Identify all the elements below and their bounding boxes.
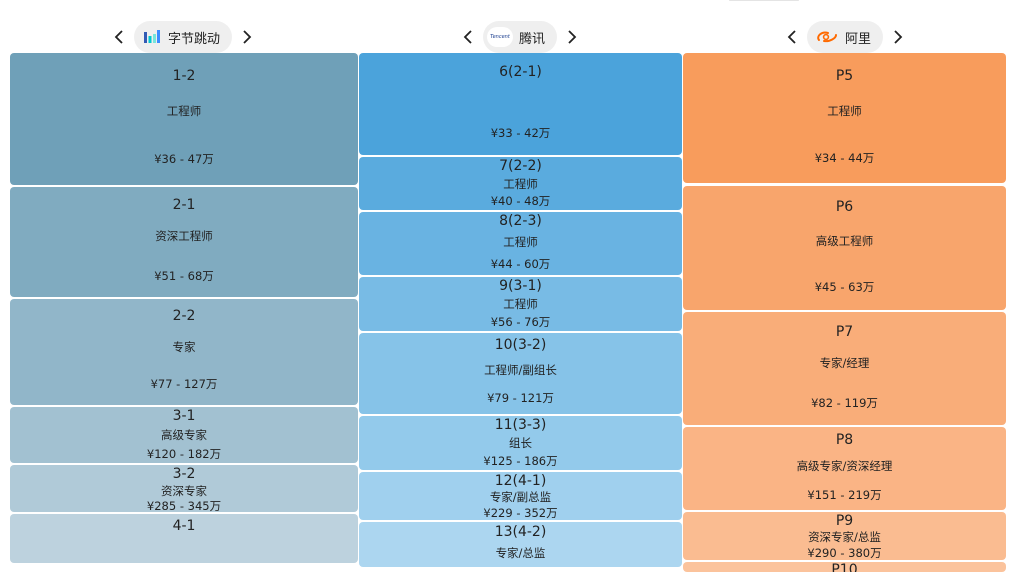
- chevron-left-icon: [463, 30, 472, 44]
- level-code: 1-2: [172, 68, 196, 84]
- level-title: 高级工程师: [815, 234, 874, 248]
- prev-company-button[interactable]: [457, 21, 479, 53]
- level-code: 7(2-2): [499, 158, 542, 174]
- level-code: 2-1: [172, 197, 196, 213]
- top-scroll-sliver: [729, 0, 799, 1]
- level-title: 高级专家: [161, 428, 207, 442]
- next-company-button[interactable]: [561, 21, 583, 53]
- level-card[interactable]: P6 高级工程师 ¥45 - 63万: [683, 186, 1006, 310]
- level-code: 3-1: [172, 408, 196, 424]
- level-code: 11(3-3): [494, 417, 547, 433]
- salary-range: ¥229 - 352万: [483, 506, 558, 520]
- chevron-right-icon: [243, 30, 252, 44]
- level-card[interactable]: 12(4-1) 专家/副总监 ¥229 - 352万: [359, 472, 682, 520]
- company-switcher-tencent: Tencent 腾讯: [457, 21, 583, 53]
- level-title: 工程师: [503, 235, 538, 249]
- level-title: 资深专家: [161, 484, 207, 498]
- alibaba-logo-icon: [815, 27, 839, 47]
- company-switcher-bytedance: 字节跳动: [108, 21, 258, 53]
- level-card[interactable]: 13(4-2) 专家/总监: [359, 522, 682, 567]
- level-title: 高级专家/资深经理: [796, 459, 893, 473]
- salary-range: ¥285 - 345万: [146, 499, 222, 512]
- salary-range: ¥51 - 68万: [154, 269, 214, 283]
- level-card[interactable]: P9 资深专家/总监 ¥290 - 380万: [683, 512, 1006, 560]
- chevron-right-icon: [894, 30, 903, 44]
- salary-range: ¥151 - 219万: [807, 488, 882, 502]
- level-code: P9: [835, 513, 854, 529]
- salary-range: ¥44 - 60万: [490, 257, 551, 271]
- salary-range: ¥79 - 121万: [487, 391, 554, 405]
- salary-range: ¥33 - 42万: [490, 126, 551, 140]
- level-title: 工程师: [166, 104, 202, 118]
- level-title: 专家/经理: [819, 356, 870, 370]
- company-switcher-alibaba: 阿里: [781, 21, 909, 53]
- level-card[interactable]: 7(2-2) 工程师 ¥40 - 48万: [359, 157, 682, 210]
- chevron-right-icon: [568, 30, 577, 44]
- salary-range: ¥82 - 119万: [811, 396, 878, 410]
- level-code: P10: [831, 562, 858, 572]
- level-card[interactable]: P8 高级专家/资深经理 ¥151 - 219万: [683, 427, 1006, 510]
- level-card[interactable]: 8(2-3) 工程师 ¥44 - 60万: [359, 212, 682, 275]
- level-title: 专家/副总监: [489, 490, 552, 504]
- prev-company-button[interactable]: [781, 21, 803, 53]
- level-title: 工程师: [503, 177, 538, 191]
- level-code: 13(4-2): [494, 524, 547, 540]
- salary-range: ¥290 - 380万: [807, 546, 882, 560]
- company-pill-alibaba[interactable]: 阿里: [807, 21, 884, 53]
- level-title: 资深专家/总监: [808, 530, 881, 544]
- level-card[interactable]: 10(3-2) 工程师/副组长 ¥79 - 121万: [359, 333, 682, 414]
- level-code: P5: [835, 68, 854, 84]
- salary-range: ¥45 - 63万: [814, 280, 875, 294]
- level-title: 专家: [172, 340, 196, 354]
- salary-range: ¥34 - 44万: [814, 151, 875, 165]
- level-code: 12(4-1): [494, 473, 547, 489]
- company-name: 阿里: [845, 31, 872, 47]
- level-card[interactable]: P5 工程师 ¥34 - 44万: [683, 53, 1006, 183]
- salary-range: ¥125 - 186万: [483, 454, 558, 468]
- level-title: 组长: [509, 436, 532, 450]
- level-title: 工程师: [503, 297, 538, 311]
- level-code: 2-2: [172, 308, 196, 324]
- company-pill-tencent[interactable]: Tencent 腾讯: [483, 21, 558, 53]
- level-card[interactable]: 9(3-1) 工程师 ¥56 - 76万: [359, 277, 682, 331]
- level-card[interactable]: 6(2-1) ¥33 - 42万: [359, 53, 682, 155]
- level-code: 6(2-1): [499, 64, 542, 80]
- level-card[interactable]: 4-1: [10, 514, 358, 563]
- level-title: 专家/总监: [495, 546, 546, 560]
- level-code: 8(2-3): [499, 213, 542, 229]
- level-card[interactable]: 11(3-3) 组长 ¥125 - 186万: [359, 416, 682, 470]
- salary-range: ¥40 - 48万: [490, 194, 551, 208]
- chevron-left-icon: [114, 30, 123, 44]
- level-card[interactable]: 2-2 专家 ¥77 - 127万: [10, 299, 358, 405]
- level-code: P8: [835, 432, 854, 448]
- level-card[interactable]: P10: [683, 562, 1006, 572]
- salary-range: ¥56 - 76万: [490, 315, 551, 329]
- level-card[interactable]: 2-1 资深工程师 ¥51 - 68万: [10, 187, 358, 297]
- level-code: 9(3-1): [499, 278, 542, 294]
- level-code: P6: [835, 199, 854, 215]
- level-code: 4-1: [172, 518, 196, 534]
- bytedance-logo-icon: [142, 27, 162, 47]
- level-card[interactable]: 3-2 资深专家 ¥285 - 345万: [10, 465, 358, 512]
- next-company-button[interactable]: [236, 21, 258, 53]
- level-code: P7: [835, 324, 854, 340]
- prev-company-button[interactable]: [108, 21, 130, 53]
- salary-range: ¥77 - 127万: [150, 377, 218, 391]
- salary-range: ¥120 - 182万: [146, 447, 222, 461]
- tencent-logo-icon: Tencent: [487, 27, 513, 47]
- company-name: 腾讯: [519, 31, 546, 47]
- salary-range: ¥36 - 47万: [154, 152, 214, 166]
- level-code: 10(3-2): [494, 337, 547, 353]
- level-card[interactable]: P7 专家/经理 ¥82 - 119万: [683, 312, 1006, 425]
- level-title: 工程师: [827, 104, 862, 118]
- level-card[interactable]: 1-2 工程师 ¥36 - 47万: [10, 53, 358, 185]
- level-title: 资深工程师: [155, 229, 213, 243]
- level-code: 3-2: [172, 466, 196, 482]
- level-card[interactable]: 3-1 高级专家 ¥120 - 182万: [10, 407, 358, 463]
- company-name: 字节跳动: [168, 31, 221, 47]
- next-company-button[interactable]: [887, 21, 909, 53]
- chevron-left-icon: [787, 30, 796, 44]
- level-title: 工程师/副组长: [484, 363, 557, 377]
- company-pill-bytedance[interactable]: 字节跳动: [134, 21, 233, 53]
